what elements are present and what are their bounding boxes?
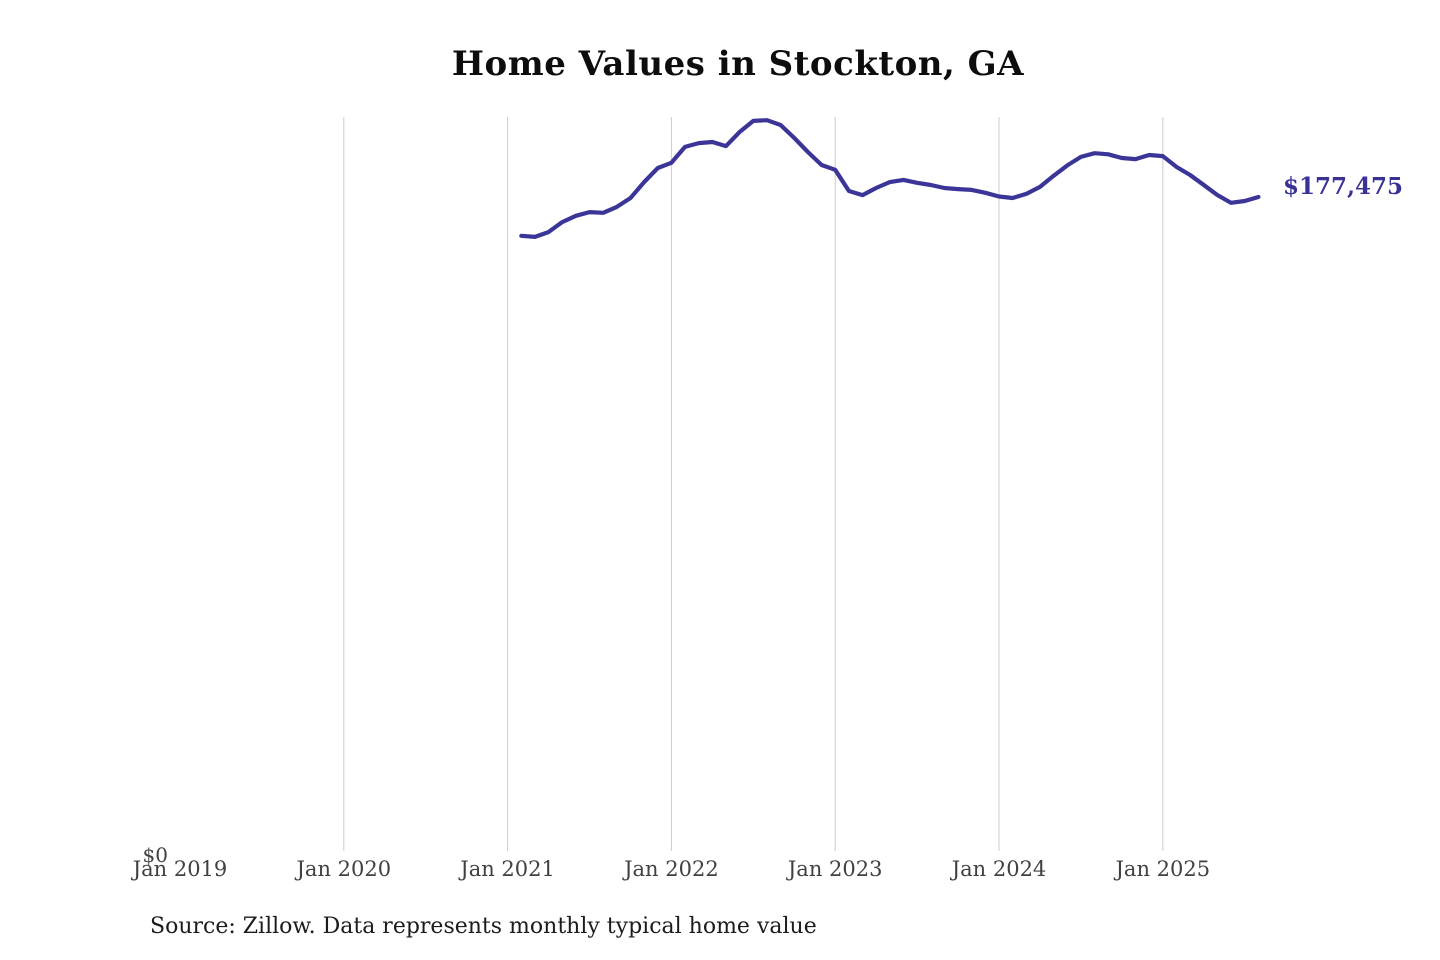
x-tick-label-jan-2025: Jan 2025 (1115, 857, 1211, 881)
chart-title: Home Values in Stockton, GA (451, 44, 1025, 84)
x-tick-label-jan-2022: Jan 2022 (624, 857, 719, 881)
x-tick-label-jan-2021: Jan 2021 (460, 857, 555, 881)
y-axis-zero-label: $0 (142, 843, 168, 867)
latest-value-label: $177,475 (1283, 173, 1404, 200)
source-note: Source: Zillow. Data represents monthly … (150, 914, 817, 939)
x-tick-label-jan-2024: Jan 2024 (951, 857, 1047, 881)
x-tick-label-jan-2019: Jan 2019 (132, 857, 228, 881)
x-tick-label-jan-2023: Jan 2023 (787, 857, 883, 881)
x-tick-label-jan-2020: Jan 2020 (296, 857, 392, 881)
home-value-line (519, 118, 1261, 239)
